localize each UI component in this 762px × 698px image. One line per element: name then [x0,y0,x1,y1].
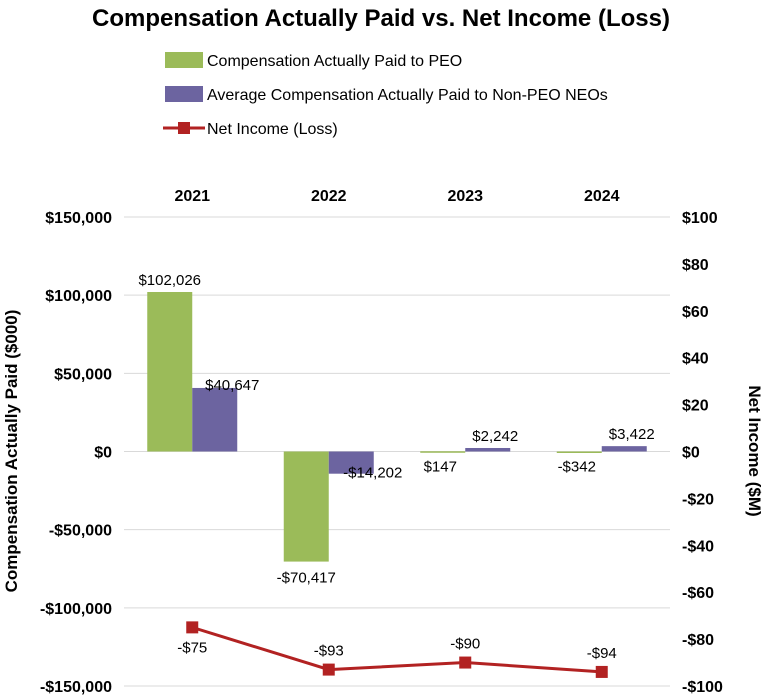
right-tick-label: $0 [682,445,700,462]
legend-label-3: Net Income (Loss) [207,121,338,138]
line-label-2023: -$90 [450,636,480,653]
line-label-2021: -$75 [177,639,207,656]
bar-s1-2023 [420,451,466,453]
bar-label-s2-2024: $3,422 [609,426,655,443]
bar-s2-2023 [465,447,511,452]
left-tick-label: $50,000 [54,366,112,383]
category-label: 2023 [447,188,483,205]
bar-s2-2021 [192,387,238,452]
bar-s2-2024 [601,446,647,452]
category-label: 2024 [584,188,620,205]
left-tick-label: -$150,000 [40,679,112,696]
net-income-line [186,621,608,678]
right-tick-label: $60 [682,304,709,321]
line-label-2022: -$93 [314,643,344,660]
right-tick-label: -$60 [682,585,714,602]
category-label: 2021 [174,188,210,205]
bar-label-s1-2022: -$70,417 [277,570,336,587]
legend-label-1: Compensation Actually Paid to PEO [207,53,462,70]
net-income-marker-2023 [459,656,472,669]
bar-label-s1-2023: $147 [424,459,457,476]
left-tick-label: $0 [94,445,112,462]
category-label: 2022 [311,188,347,205]
right-tick-label: $20 [682,398,709,415]
right-axis-ticks: $100 $80 $60 $40 $20 $0 -$20 -$40 -$60 -$80 -$100 [682,210,723,696]
net-income-marker-2021 [186,621,199,634]
chart-title: Compensation Actually Paid vs. Net Incom… [92,5,670,32]
legend: Compensation Actually Paid to PEO Average… [163,52,608,138]
bar-s1-2022 [283,451,329,562]
y-axis-title-right: Net Income ($M) [745,385,762,516]
bar-label-s1-2021: $102,026 [138,272,201,289]
right-tick-label: -$40 [682,538,714,555]
legend-swatch-2 [165,86,203,102]
legend-marker [178,122,190,134]
category-labels: 2021 2022 2023 2024 [174,188,619,205]
left-axis-ticks: $150,000 $100,000 $50,000 $0 -$50,000 -$100,0… [40,210,112,696]
bar-s1-2024 [556,451,602,453]
y-axis-title-left: Compensation Actually Paid ($000) [2,310,21,593]
legend-label-2: Average Compensation Actually Paid to No… [207,87,608,104]
left-tick-label: -$100,000 [40,601,112,618]
line-label-2024: -$94 [587,645,617,662]
data-labels: $102,026 -$70,417 $147 -$342 $40,647 -$14,202… [138,272,654,662]
net-income-marker-2024 [595,665,608,678]
right-tick-label: $100 [682,210,718,227]
left-tick-label: $150,000 [45,210,112,227]
net-income-polyline [191,625,602,674]
bar-s1-2021 [147,291,193,452]
right-tick-label: $80 [682,257,709,274]
right-tick-label: $40 [682,351,709,368]
bars [147,291,647,562]
right-tick-label: -$100 [682,679,723,696]
net-income-marker-2022 [322,663,335,676]
right-tick-label: -$80 [682,632,714,649]
left-tick-label: -$50,000 [49,523,112,540]
right-tick-label: -$20 [682,491,714,508]
bar-s2-2022 [328,451,374,474]
bar-label-s2-2023: $2,242 [472,428,518,445]
left-tick-label: $100,000 [45,288,112,305]
bar-label-s1-2024: -$342 [558,459,596,476]
bar-label-s2-2022: -$14,202 [343,465,402,482]
legend-swatch-1 [165,52,203,68]
bar-label-s2-2021: $40,647 [205,377,259,394]
